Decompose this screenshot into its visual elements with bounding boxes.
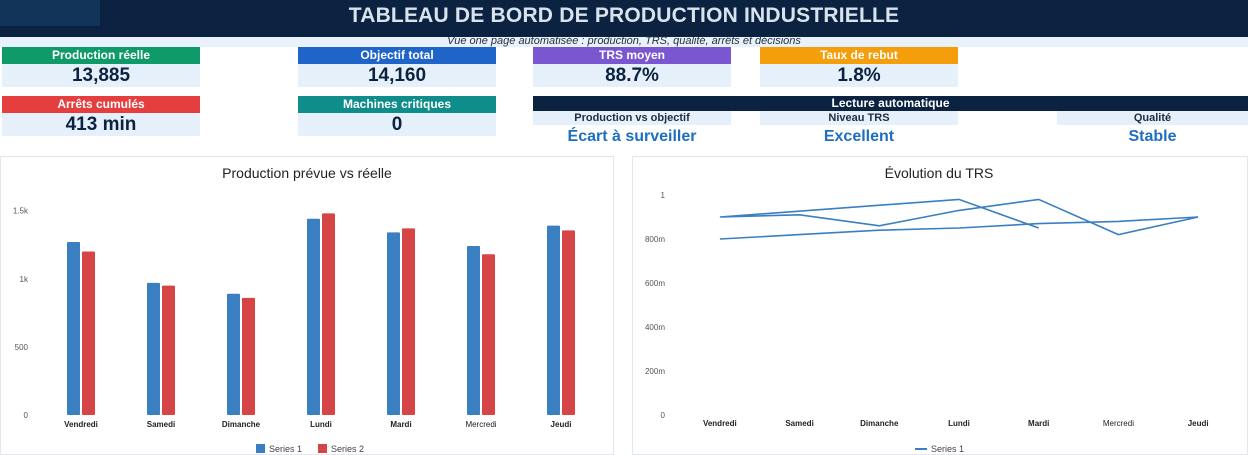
lecture-title: Lecture automatique	[533, 96, 1248, 111]
kpi-label: Objectif total	[298, 47, 496, 64]
y-tick-label: 600m	[645, 279, 665, 288]
kpi-value: 0	[298, 113, 496, 136]
bar	[402, 228, 415, 415]
bar-chart: Production prévue vs réelle 0 500 1k 1.5k Ven…	[13, 165, 575, 454]
legend-swatch	[318, 444, 327, 453]
kpi-arrets-cumules: Arrêts cumulés 413 min	[2, 96, 200, 136]
bar	[307, 218, 320, 415]
page-title: TABLEAU DE BORD DE PRODUCTION INDUSTRIEL…	[348, 4, 900, 27]
y-tick-label: 0	[661, 411, 666, 420]
dashboard-header: TABLEAU DE BORD DE PRODUCTION INDUSTRIEL…	[0, 0, 1248, 37]
kpi-label: Arrêts cumulés	[2, 96, 200, 113]
subtitle-bar	[0, 37, 1248, 47]
kpi-value: 88.7%	[533, 64, 731, 87]
bar-chart-panel: Production prévue vs réelle 0 500 1k 1.5k Ven…	[0, 156, 614, 455]
y-tick-label: 200m	[645, 367, 665, 376]
x-tick-label: Lundi	[948, 419, 970, 428]
x-tick-label: Mardi	[390, 420, 411, 429]
kpi-trs-moyen: TRS moyen 88.7%	[533, 47, 731, 87]
lecture-value-production: Écart à surveiller	[567, 128, 697, 145]
bar	[82, 251, 95, 415]
kpi-value: 14,160	[298, 64, 496, 87]
lecture-label-trs: Niveau TRS	[760, 111, 958, 125]
line-chart-panel: Évolution du TRS 0 200m 400m 600m 800m 1 Vendre…	[632, 156, 1248, 455]
series-line	[719, 198, 1199, 240]
legend-label: Series 1	[931, 444, 964, 454]
chart-title: Production prévue vs réelle	[222, 165, 392, 181]
y-tick-label: 800m	[645, 235, 665, 244]
chart-title: Évolution du TRS	[885, 165, 994, 181]
x-tick-label: Jeudi	[1188, 419, 1209, 428]
kpi-value: 413 min	[2, 113, 200, 136]
kpi-label: Taux de rebut	[760, 47, 958, 64]
x-tick-label: Dimanche	[860, 419, 899, 428]
kpi-machines-critiques: Machines critiques 0	[298, 96, 496, 136]
kpi-production-reelle: Production réelle 13,885	[2, 47, 200, 87]
x-tick-label: Dimanche	[222, 420, 261, 429]
bar	[387, 232, 400, 415]
x-tick-label: Mercredi	[1103, 419, 1134, 428]
y-tick-label: 1.5k	[13, 207, 29, 216]
bar	[562, 230, 575, 415]
kpi-label: Production réelle	[2, 47, 200, 64]
x-tick-label: Samedi	[147, 420, 175, 429]
bar	[147, 282, 160, 415]
x-tick-label: Vendredi	[64, 420, 98, 429]
x-tick-label: Samedi	[785, 419, 813, 428]
x-tick-label: Vendredi	[703, 419, 737, 428]
legend-swatch	[256, 444, 265, 453]
legend-label: Series 2	[331, 444, 364, 454]
kpi-value: 13,885	[2, 64, 200, 87]
kpi-label: Machines critiques	[298, 96, 496, 113]
kpi-objectif-total: Objectif total 14,160	[298, 47, 496, 87]
bar	[67, 241, 80, 415]
x-tick-label: Mardi	[1028, 419, 1049, 428]
bar	[322, 213, 335, 415]
page-subtitle: Vue one page automatisée : production, T…	[447, 35, 801, 47]
x-tick-label: Jeudi	[551, 420, 572, 429]
bar	[547, 225, 560, 415]
y-tick-label: 0	[24, 411, 29, 420]
line-chart: Évolution du TRS 0 200m 400m 600m 800m 1 Vendre…	[645, 165, 1209, 454]
kpi-label: TRS moyen	[533, 47, 731, 64]
bar	[467, 246, 480, 415]
legend-label: Series 1	[269, 444, 302, 454]
kpi-taux-rebut: Taux de rebut 1.8%	[760, 47, 958, 87]
x-tick-label: Lundi	[310, 420, 332, 429]
lecture-value-qualite: Stable	[1128, 128, 1177, 145]
lecture-value-trs: Excellent	[823, 128, 895, 145]
y-tick-label: 1k	[20, 275, 29, 284]
lecture-label-qualite: Qualité	[1057, 111, 1248, 125]
y-tick-label: 500	[15, 343, 29, 352]
x-tick-label: Mercredi	[465, 420, 496, 429]
bar	[227, 293, 240, 415]
y-tick-label: 400m	[645, 323, 665, 332]
kpi-value: 1.8%	[760, 64, 958, 87]
lecture-label-production: Production vs objectif	[533, 111, 731, 125]
bar	[242, 297, 255, 415]
bar	[162, 285, 175, 415]
y-tick-label: 1	[661, 191, 666, 200]
header-corner-block	[0, 0, 100, 26]
bar	[482, 254, 495, 415]
